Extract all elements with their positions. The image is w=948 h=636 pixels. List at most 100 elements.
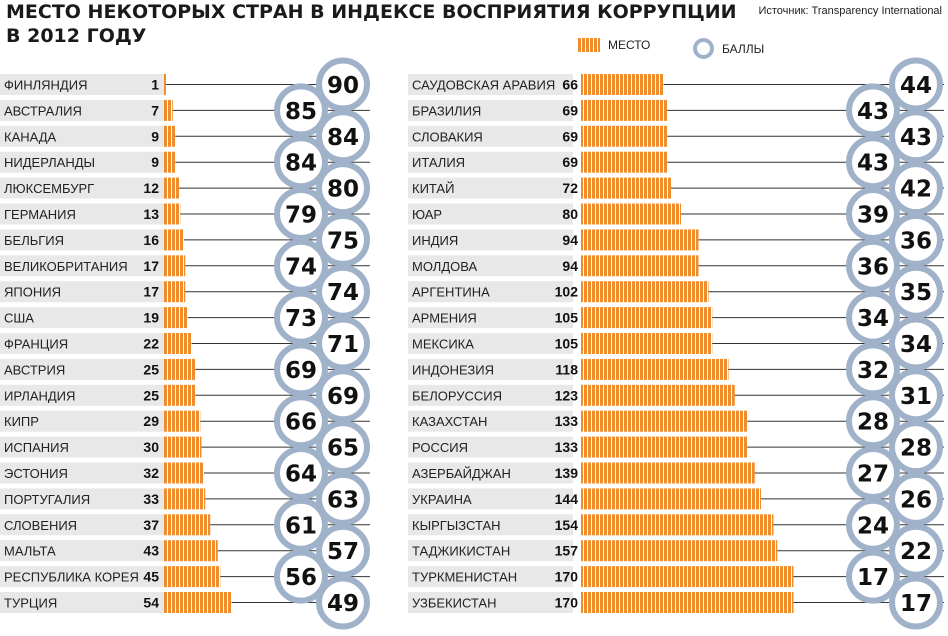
- rank-value: 72: [562, 180, 578, 196]
- rank-value: 32: [143, 465, 159, 481]
- score-value: 69: [285, 358, 317, 384]
- country-label: ЭСТОНИЯ: [4, 466, 68, 481]
- rank-value: 69: [562, 154, 578, 170]
- row-stripe: [408, 151, 573, 173]
- rank-bar: [164, 462, 204, 484]
- score-ring: [274, 135, 328, 190]
- score-ring: [316, 264, 370, 319]
- score-value: 74: [327, 280, 359, 306]
- score-value: 27: [857, 462, 889, 488]
- rank-value: 154: [555, 517, 579, 533]
- score-rings: 44 43 43 43 42 39 36 36 35 34 34 32 31 28 28 27 26 24 22 17…: [846, 57, 943, 630]
- score-value: 63: [327, 487, 359, 513]
- score-ring: [889, 523, 943, 578]
- rank-value: 170: [555, 595, 579, 611]
- row-stripe: [0, 410, 164, 432]
- country-label: МОЛДОВА: [412, 259, 477, 274]
- score-ring: [274, 342, 328, 397]
- chart-title-line1: МЕСТО НЕКОТОРЫХ СТРАН В ИНДЕКСЕ ВОСПРИЯТ…: [6, 1, 737, 23]
- rank-value: 13: [143, 206, 159, 222]
- score-value: 84: [327, 125, 359, 151]
- row-stripes: ФИНЛЯНДИЯ 1 АВСТРАЛИЯ 7 КАНАДА 9 НИДЕРЛАНДЫ 9 ЛЮ…: [0, 74, 164, 613]
- rank-bar: [581, 125, 668, 147]
- row-stripe: [408, 74, 573, 95]
- score-value: 85: [285, 99, 317, 125]
- rank-value: 17: [143, 284, 159, 300]
- score-ring: [846, 446, 900, 500]
- row-stripe: [408, 125, 573, 147]
- rank-value: 144: [555, 491, 579, 507]
- score-value: 34: [857, 306, 889, 332]
- rank-value: 22: [143, 336, 159, 352]
- score-ring: [846, 342, 900, 397]
- score-ring: [846, 394, 900, 449]
- country-label: ИНДИЯ: [412, 233, 458, 248]
- rank-bar: [581, 436, 748, 458]
- rank-value: 37: [143, 517, 159, 533]
- chart-title: МЕСТО НЕКОТОРЫХ СТРАН В ИНДЕКСЕ ВОСПРИЯТ…: [6, 0, 737, 48]
- score-value: 36: [900, 228, 932, 254]
- row-stripe: [0, 384, 164, 406]
- country-label: КЫРГЫЗСТАН: [412, 518, 501, 533]
- row-stripe: [0, 540, 164, 562]
- rank-value: 54: [143, 595, 159, 611]
- country-label: АВСТРАЛИЯ: [4, 103, 82, 118]
- score-ring: [846, 135, 900, 190]
- rank-value: 29: [143, 413, 159, 429]
- score-ring: [316, 161, 370, 216]
- country-label: ИРЛАНДИЯ: [4, 388, 75, 403]
- source-note: Источник: Transparency International: [758, 5, 942, 17]
- score-value: 73: [285, 306, 317, 332]
- country-label: АЗЕРБАЙДЖАН: [412, 466, 511, 481]
- score-value: 32: [857, 358, 889, 384]
- score-ring: [889, 316, 943, 371]
- score-ring: [274, 497, 328, 552]
- legend-item-rank: МЕСТО: [578, 38, 650, 52]
- rank-bar: [164, 229, 184, 251]
- row-stripe: [0, 333, 164, 354]
- rank-value: 1: [151, 77, 159, 93]
- rank-bar: [164, 99, 173, 121]
- row-stripe: [408, 592, 573, 613]
- score-rings: 90 85 84 84 80 79 75 74 74 73 71 69 69 66 65 64 63 61 57 56…: [274, 57, 370, 630]
- rank-bar: [581, 358, 729, 380]
- score-ring: [316, 212, 370, 267]
- country-label: ТУРЦИЯ: [4, 596, 57, 611]
- score-value: 79: [285, 203, 317, 229]
- rank-value: 69: [562, 102, 578, 118]
- score-value: 42: [900, 177, 932, 203]
- rank-bar: [581, 307, 713, 329]
- country-label: БЕЛЬГИЯ: [4, 233, 64, 248]
- row-stripe: [408, 358, 573, 380]
- row-stripe: [408, 307, 573, 329]
- score-value: 43: [900, 125, 932, 151]
- rank-value: 25: [143, 361, 159, 377]
- row-stripe: [0, 281, 164, 303]
- score-value: 64: [285, 462, 317, 488]
- panel-1: ФИНЛЯНДИЯ 1 АВСТРАЛИЯ 7 КАНАДА 9 НИДЕРЛАНДЫ 9 ЛЮ…: [0, 57, 370, 630]
- score-ring: [889, 471, 943, 526]
- rank-bar: [164, 333, 192, 354]
- score-ring: [889, 212, 943, 267]
- score-value: 69: [327, 384, 359, 410]
- legend-rank-label: МЕСТО: [608, 38, 651, 52]
- score-ring: [846, 238, 900, 293]
- score-value: 43: [857, 151, 889, 177]
- row-stripe: [0, 229, 164, 251]
- country-label: ЯПОНИЯ: [4, 285, 61, 300]
- row-stripe: [0, 462, 164, 484]
- score-value: 74: [285, 254, 317, 280]
- rank-bar: [164, 307, 188, 329]
- country-label: КАНАДА: [4, 129, 57, 144]
- rank-value: 139: [555, 465, 579, 481]
- rank-bar: [581, 203, 681, 225]
- rank-bars: [164, 74, 232, 613]
- score-value: 31: [900, 384, 932, 410]
- score-ring: [846, 497, 900, 552]
- row-stripe: [408, 177, 573, 199]
- score-ring: [846, 290, 900, 345]
- rank-bar: [581, 281, 709, 303]
- score-ring: [889, 575, 943, 630]
- rank-bar: [164, 488, 206, 510]
- country-label: НИДЕРЛАНДЫ: [4, 155, 95, 170]
